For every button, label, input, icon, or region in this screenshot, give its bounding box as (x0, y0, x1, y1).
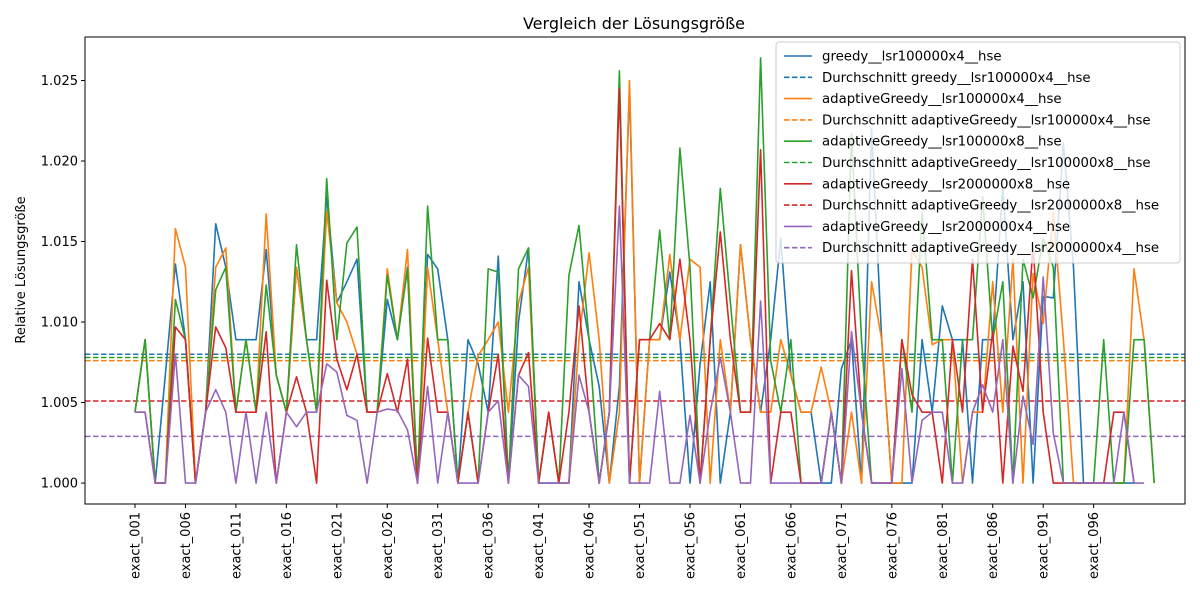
x-tick-label-13: exact_066 (784, 512, 799, 579)
x-tick-label-19: exact_096 (1087, 512, 1102, 579)
x-tick-label-6: exact_031 (431, 512, 446, 579)
legend-mean-4-label: Durchschnitt adaptiveGreedy__lsr2000000x… (822, 241, 1159, 256)
x-tick-label-0: exact_001 (129, 512, 144, 579)
x-tick-label-10: exact_051 (633, 512, 648, 579)
legend: greedy__lsr100000x4__hse Durchschnitt gre… (775, 41, 1181, 264)
x-tick-label-1: exact_006 (179, 512, 194, 579)
x-tick-label-5: exact_026 (381, 512, 396, 579)
y-tick-label-1: 1.005 (41, 396, 78, 411)
series-line-4 (135, 205, 1145, 484)
legend-series-1-label: adaptiveGreedy__lsr100000x4__hse (822, 92, 1062, 107)
x-tick-label-11: exact_056 (684, 512, 699, 579)
x-tick-label-14: exact_071 (835, 512, 850, 579)
legend-series-0-label: greedy__lsr100000x4__hse (822, 50, 1002, 65)
legend-mean-0-label: Durchschnitt greedy__lsr100000x4__hse (822, 71, 1091, 86)
x-tick-label-15: exact_076 (885, 512, 900, 579)
legend-mean-1-label: Durchschnitt adaptiveGreedy__lsr100000x4… (822, 113, 1151, 128)
y-tick-label-0: 1.000 (41, 477, 78, 492)
x-tick-label-16: exact_081 (936, 512, 951, 579)
y-tick-label-2: 1.010 (41, 316, 78, 331)
legend-mean-2-label: Durchschnitt adaptiveGreedy__lsr100000x8… (822, 156, 1151, 171)
x-tick-label-18: exact_091 (1037, 512, 1052, 579)
x-tick-label-9: exact_046 (583, 512, 598, 579)
y-tick-label-5: 1.025 (41, 74, 78, 89)
legend-series-3-label: adaptiveGreedy__lsr2000000x8__hse (822, 177, 1070, 192)
chart-title: Vergleich der Lösungsgröße (523, 14, 745, 33)
y-axis-label: Relative Lösungsgröße (14, 196, 29, 343)
x-tick-label-17: exact_086 (986, 512, 1001, 579)
legend-series-4-label: adaptiveGreedy__lsr2000000x4__hse (822, 220, 1070, 235)
y-tick-label-4: 1.020 (41, 154, 78, 169)
legend-mean-3-label: Durchschnitt adaptiveGreedy__lsr2000000x… (822, 199, 1159, 214)
x-tick-label-8: exact_041 (532, 512, 547, 579)
y-tick-label-3: 1.015 (41, 235, 78, 250)
axes: 1.000 1.005 1.010 1.015 1.020 1.025 exact_001 e… (41, 74, 1102, 579)
x-tick-label-12: exact_061 (734, 512, 749, 579)
x-tick-label-3: exact_016 (280, 512, 295, 579)
legend-series-2-label: adaptiveGreedy__lsr100000x8__hse (822, 135, 1062, 150)
plot-frame (84, 36, 1186, 505)
series-line-3 (135, 87, 1135, 484)
x-tick-label-7: exact_036 (482, 512, 497, 579)
x-tick-label-2: exact_011 (229, 512, 244, 579)
legend-box (775, 41, 1181, 264)
x-tick-label-4: exact_021 (330, 512, 345, 579)
